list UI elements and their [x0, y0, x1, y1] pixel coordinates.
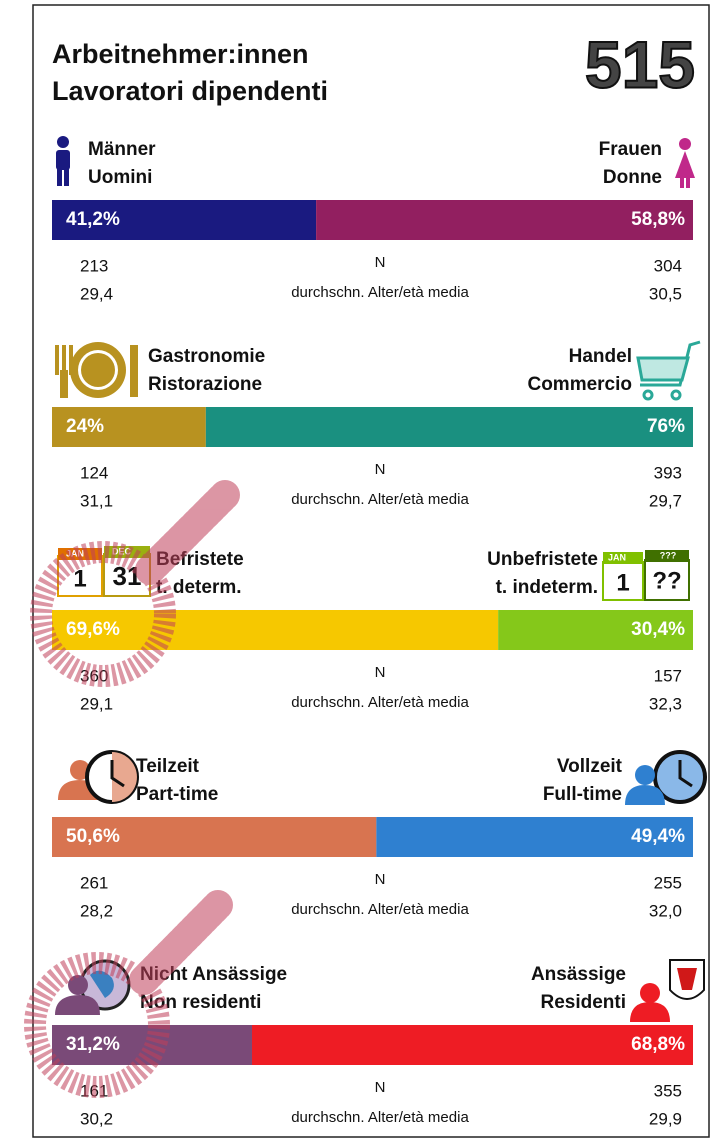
calendar-text: JAN: [608, 552, 626, 562]
left-share-label: 24%: [66, 416, 104, 437]
n-label: N: [375, 871, 386, 888]
left-share-label: 31,2%: [66, 1034, 120, 1055]
icon-globe: [55, 959, 131, 1015]
right-label: Handel: [569, 346, 632, 367]
icon-man: [56, 136, 70, 186]
left-label: Part-time: [136, 784, 218, 805]
right-label: Residenti: [540, 992, 626, 1013]
right-share-label: 30,4%: [631, 619, 685, 640]
bar-right: [251, 1025, 693, 1065]
calendar-text: ???: [660, 550, 677, 560]
right-n: 255: [654, 873, 682, 892]
left-age: 31,1: [80, 491, 113, 510]
bar-right: [498, 610, 693, 650]
icon-calendar-right: [602, 550, 690, 601]
right-label: t. indeterm.: [496, 577, 598, 598]
n-label: N: [375, 461, 386, 478]
right-label: Commercio: [527, 374, 632, 395]
right-n: 304: [654, 256, 682, 275]
left-label: Männer: [88, 139, 156, 160]
n-label: N: [375, 664, 386, 681]
left-label: Uomini: [88, 167, 152, 188]
right-n: 355: [654, 1081, 682, 1100]
left-label: Non residenti: [140, 992, 261, 1013]
right-n: 157: [654, 666, 682, 685]
left-n: 261: [80, 873, 108, 892]
right-age: 29,9: [649, 1109, 682, 1128]
calendar-text: JAN: [66, 548, 84, 558]
age-label: durchschn. Alter/età media: [291, 901, 469, 918]
right-label: Full-time: [543, 784, 622, 805]
left-label: Gastronomie: [148, 346, 265, 367]
right-age: 32,3: [649, 694, 682, 713]
right-share-label: 76%: [647, 416, 685, 437]
left-age: 29,1: [80, 694, 113, 713]
left-n: 124: [80, 463, 108, 482]
calendar-text: 1: [616, 569, 629, 596]
right-share-label: 68,8%: [631, 1034, 685, 1055]
bar-left: [52, 200, 317, 240]
left-label: t. determ.: [156, 577, 242, 598]
left-share-label: 69,6%: [66, 619, 120, 640]
right-age: 32,0: [649, 901, 682, 920]
bar-left: [52, 407, 206, 447]
left-n: 213: [80, 256, 108, 275]
magnifier-overlay: [24, 480, 240, 1098]
right-age: 30,5: [649, 284, 682, 303]
left-age: 30,2: [80, 1109, 113, 1128]
right-share-label: 58,8%: [631, 209, 685, 230]
right-label: Frauen: [599, 139, 662, 160]
left-share-label: 41,2%: [66, 209, 120, 230]
bar-left: [52, 610, 499, 650]
bar-right: [316, 200, 693, 240]
bar-right: [205, 407, 693, 447]
icon-cart: [636, 340, 701, 401]
icon-plate: [55, 342, 138, 398]
age-label: durchschn. Alter/età media: [291, 491, 469, 508]
calendar-text: ??: [652, 567, 681, 594]
calendar-text: 1: [73, 565, 86, 592]
title-line: Lavoratori dipendenti: [52, 76, 328, 106]
left-label: Nicht Ansässige: [140, 964, 287, 985]
left-label: Teilzeit: [136, 756, 200, 777]
n-label: N: [375, 1079, 386, 1096]
icon-fulltime: [625, 750, 707, 805]
total: 515: [585, 27, 695, 101]
age-label: durchschn. Alter/età media: [291, 284, 469, 301]
right-label: Ansässige: [531, 964, 626, 985]
left-age: 28,2: [80, 901, 113, 920]
left-age: 29,4: [80, 284, 113, 303]
right-label: Unbefristete: [487, 549, 598, 570]
right-n: 393: [654, 463, 682, 482]
n-label: N: [375, 254, 386, 271]
bar-left: [52, 817, 377, 857]
right-label: Vollzeit: [557, 756, 623, 777]
icon-parttime: [58, 750, 139, 804]
age-label: durchschn. Alter/età media: [291, 1109, 469, 1126]
right-label: Donne: [603, 167, 662, 188]
icon-coat-of-arms: [630, 959, 705, 1022]
left-share-label: 50,6%: [66, 826, 120, 847]
left-label: Ristorazione: [148, 374, 262, 395]
icon-woman: [675, 138, 695, 188]
bar-right: [376, 817, 693, 857]
right-share-label: 49,4%: [631, 826, 685, 847]
age-label: durchschn. Alter/età media: [291, 694, 469, 711]
title-line: Arbeitnehmer:innen: [52, 39, 309, 69]
right-age: 29,7: [649, 491, 682, 510]
